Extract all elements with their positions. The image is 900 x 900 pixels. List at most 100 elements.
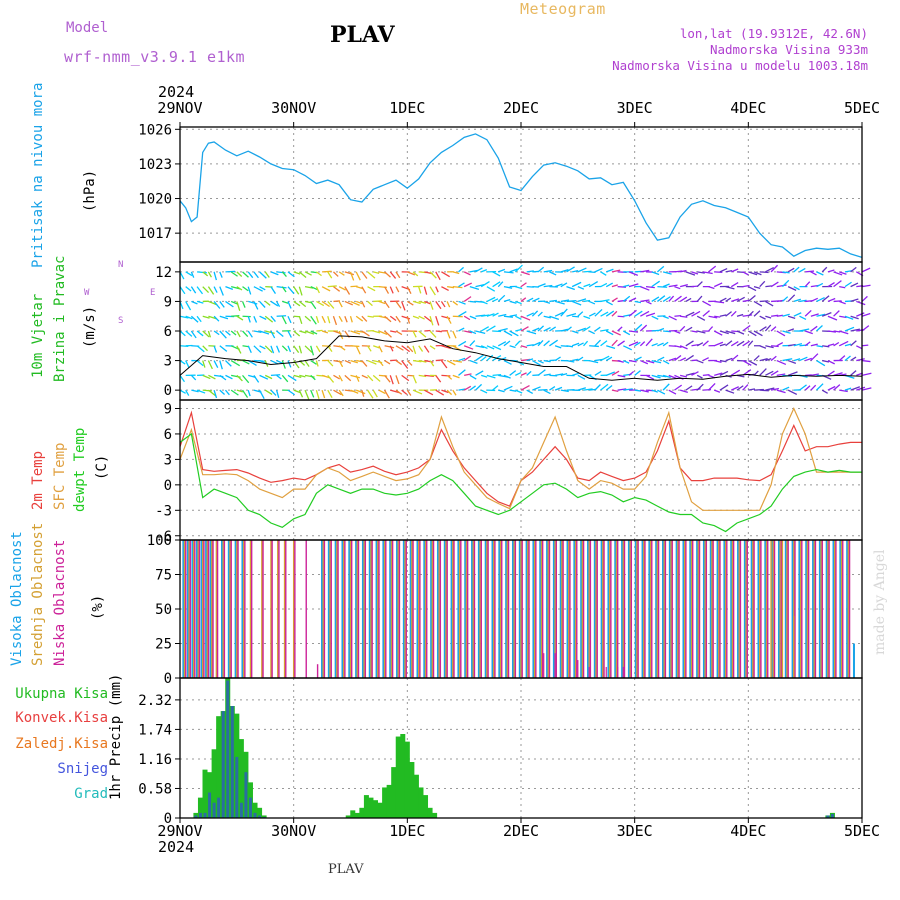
wind-arrow xyxy=(242,271,249,278)
wind-arrow xyxy=(742,384,749,391)
wind-arrow xyxy=(356,286,363,290)
precip-bar-total xyxy=(368,797,374,818)
wind-arrow xyxy=(492,271,501,277)
wind-arrow xyxy=(787,371,798,376)
wind-arrow xyxy=(668,329,678,332)
wind-arrow xyxy=(435,271,441,281)
wind-arrow xyxy=(213,301,221,309)
wind-arrow xyxy=(594,384,601,391)
wind-arrow xyxy=(412,330,417,338)
precip-bar-total xyxy=(359,807,365,818)
wind-arrow xyxy=(645,338,653,347)
wind-arrow xyxy=(770,387,780,391)
wind-arrow xyxy=(225,286,234,290)
wind-arrow xyxy=(196,300,204,304)
wind-arrow xyxy=(583,340,589,347)
wind-arrow xyxy=(469,340,476,347)
wind-arrow xyxy=(469,315,477,320)
wind-arrow xyxy=(213,389,218,399)
wind-arrow xyxy=(202,330,210,338)
wind-arrow xyxy=(361,360,368,367)
wind-arrow xyxy=(190,330,197,339)
wind-arrow xyxy=(668,295,675,302)
wind-arrow xyxy=(310,345,315,356)
wind-arrow xyxy=(247,271,254,279)
wind-arrow xyxy=(662,296,671,302)
wind-arrow xyxy=(799,328,810,332)
wind-arrow xyxy=(480,345,488,350)
model-elevation-label: Nadmorska Visina u modelu 1003.18m xyxy=(612,58,868,73)
wind-arrow xyxy=(298,316,303,325)
wind-arrow xyxy=(577,387,587,391)
wind-arrow xyxy=(259,359,267,364)
wind-arrow xyxy=(651,342,658,347)
xtick-label-bottom: 29NOV xyxy=(157,822,202,840)
wind-arrow xyxy=(344,315,348,323)
wind-arrow xyxy=(315,345,321,353)
wind-arrow xyxy=(571,342,580,347)
wind-arrow xyxy=(691,371,699,376)
wind-arrow xyxy=(475,345,485,349)
wind-arrow xyxy=(429,316,434,326)
wind-arrow xyxy=(702,340,709,347)
wind-arrow xyxy=(793,312,802,317)
wind-arrow xyxy=(514,264,523,273)
wind-arrow xyxy=(549,326,557,332)
wind-arrow xyxy=(509,300,517,304)
wind-arrow xyxy=(577,311,584,317)
wind-arrow xyxy=(850,356,857,362)
wind-arrow xyxy=(543,269,553,273)
wind-arrow xyxy=(765,370,774,376)
wind-arrow xyxy=(236,301,241,312)
wind-arrow xyxy=(600,311,609,317)
wind-arrow xyxy=(333,374,341,380)
precip-bar-total xyxy=(377,802,383,818)
wind-arrow xyxy=(634,370,641,376)
wind-arrow xyxy=(179,286,186,295)
wind-arrow xyxy=(566,312,577,317)
wind-arrow xyxy=(839,271,847,275)
wind-arrow xyxy=(185,389,190,396)
wind-arrow xyxy=(634,356,642,362)
wind-arrow xyxy=(304,345,313,353)
wind-arrow xyxy=(799,356,808,362)
wind-arrow xyxy=(605,330,614,336)
wind-arrow xyxy=(230,389,239,396)
wind-arrow xyxy=(389,345,394,352)
wind-arrow xyxy=(674,384,683,391)
ytick-label: 3 xyxy=(164,452,172,468)
wind-arrow xyxy=(281,271,287,277)
wind-arrow xyxy=(219,271,223,278)
wind-arrow xyxy=(685,340,694,347)
precip-bar-total xyxy=(386,784,392,818)
wind-arrow xyxy=(486,374,496,379)
wind-arrow xyxy=(731,386,740,391)
wind-arrow xyxy=(605,384,613,391)
wind-arrow xyxy=(526,389,534,395)
wind-arrow xyxy=(452,374,460,379)
wind-arrow xyxy=(679,374,688,378)
wind-arrow xyxy=(287,301,292,309)
wind-arrow xyxy=(287,271,295,278)
wind-arrow xyxy=(293,360,300,369)
wind-arrow xyxy=(856,345,863,350)
wind-arrow xyxy=(441,374,451,377)
wind-arrow xyxy=(418,345,424,352)
wind-arrow xyxy=(856,312,865,317)
wind-arrow xyxy=(333,359,343,363)
wind-arrow xyxy=(611,297,618,302)
wind-arrow xyxy=(441,271,450,278)
wind-arrow xyxy=(190,315,199,323)
wind-arrow xyxy=(247,330,253,338)
wind-arrow xyxy=(611,310,618,317)
wind-arrow xyxy=(446,359,456,366)
wind-arrow xyxy=(463,355,472,362)
wind-arrow xyxy=(560,282,568,288)
wind-arrow xyxy=(589,345,599,348)
wind-arrow xyxy=(833,271,843,276)
wind-arrow xyxy=(583,388,593,391)
wind-arrow xyxy=(264,374,273,380)
wind-arrow xyxy=(526,344,534,347)
wind-arrow xyxy=(742,299,750,303)
